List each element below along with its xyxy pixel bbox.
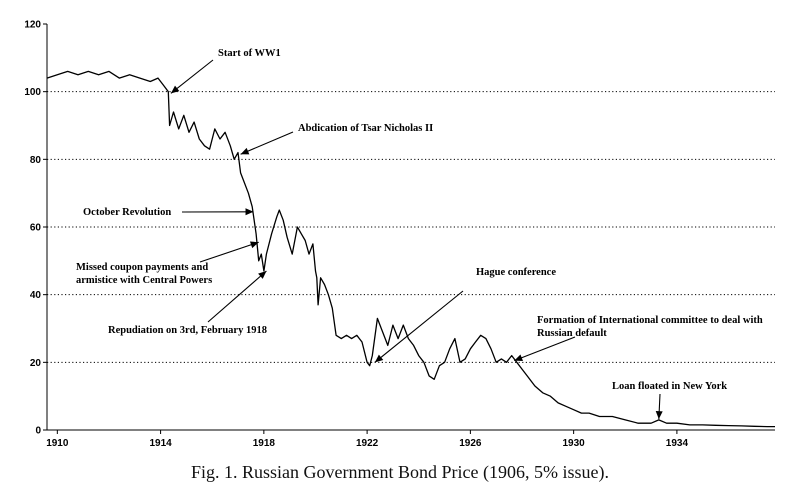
x-tick-label: 1910 [46,438,69,449]
y-tick-label: 120 [24,20,41,31]
annotation: Start of WW1 [170,48,281,94]
y-tick-label: 100 [24,87,41,98]
y-tick-label: 60 [30,223,42,234]
y-tick-label: 80 [30,155,42,166]
x-tick-label: 1914 [149,438,172,449]
x-tick-labels: 1910 1914 1918 1922 1926 1930 1934 [46,430,688,449]
annotation-arrow-line [207,270,267,323]
y-tick-labels: 0 20 40 60 80 100 120 [24,20,47,437]
annotation-label: Formation of International committee to … [537,315,763,339]
annotation-arrow-head [514,354,523,362]
y-tick-label: 40 [30,290,42,301]
bond-price-chart: 0 20 40 60 80 100 120 1910 1914 1918 1922 1926 1930… [24,20,775,449]
annotation: Missed coupon payments and armistice with… [76,241,259,286]
annotation-label: Start of WW1 [218,48,281,59]
figure-caption: Fig. 1. Russian Government Bond Price (1… [191,462,609,482]
annotation-label: Loan floated in New York [612,381,727,392]
annotation: Repudiation on 3rd, February 1918 [108,270,267,336]
y-tick-label: 20 [30,358,42,369]
x-tick-label: 1926 [459,438,482,449]
annotation-arrow-line [374,290,464,363]
annotation-label: Hague conference [476,267,556,278]
annotation-arrow-line [199,241,259,263]
annotations-group: Start of WW1 Abdication of Tsar Nicholas … [76,48,763,420]
annotation-label: Missed coupon payments and armistice with… [76,262,212,286]
annotation: Formation of International committee to … [514,315,763,362]
annotation-arrow-line [514,336,576,362]
x-tick-label: 1922 [356,438,379,449]
annotation-arrow-head [258,270,267,279]
series-group [46,70,775,428]
annotation-label: October Revolution [83,207,171,218]
annotation-arrow-head [245,208,254,216]
annotation-label: Repudiation on 3rd, February 1918 [108,325,267,336]
annotation-arrow-head [249,241,259,249]
annotation: Hague conference [374,267,556,363]
annotation: Abdication of Tsar Nicholas II [240,123,433,155]
annotation-arrow-head [374,354,384,363]
y-tick-label: 0 [35,426,41,437]
annotation-arrow-head [170,85,180,94]
annotation-arrow-head [240,147,250,155]
series-line-0 [46,70,775,428]
annotation-arrow-line [170,59,214,94]
annotation: October Revolution [83,207,254,218]
x-tick-label: 1930 [563,438,586,449]
gridlines [47,91,775,363]
x-tick-label: 1918 [253,438,276,449]
x-tick-label: 1934 [666,438,689,449]
annotation: Loan floated in New York [612,381,727,420]
annotation-arrow-head [655,411,663,420]
annotation-label: Abdication of Tsar Nicholas II [298,123,433,134]
annotation-arrow-line [240,131,294,155]
